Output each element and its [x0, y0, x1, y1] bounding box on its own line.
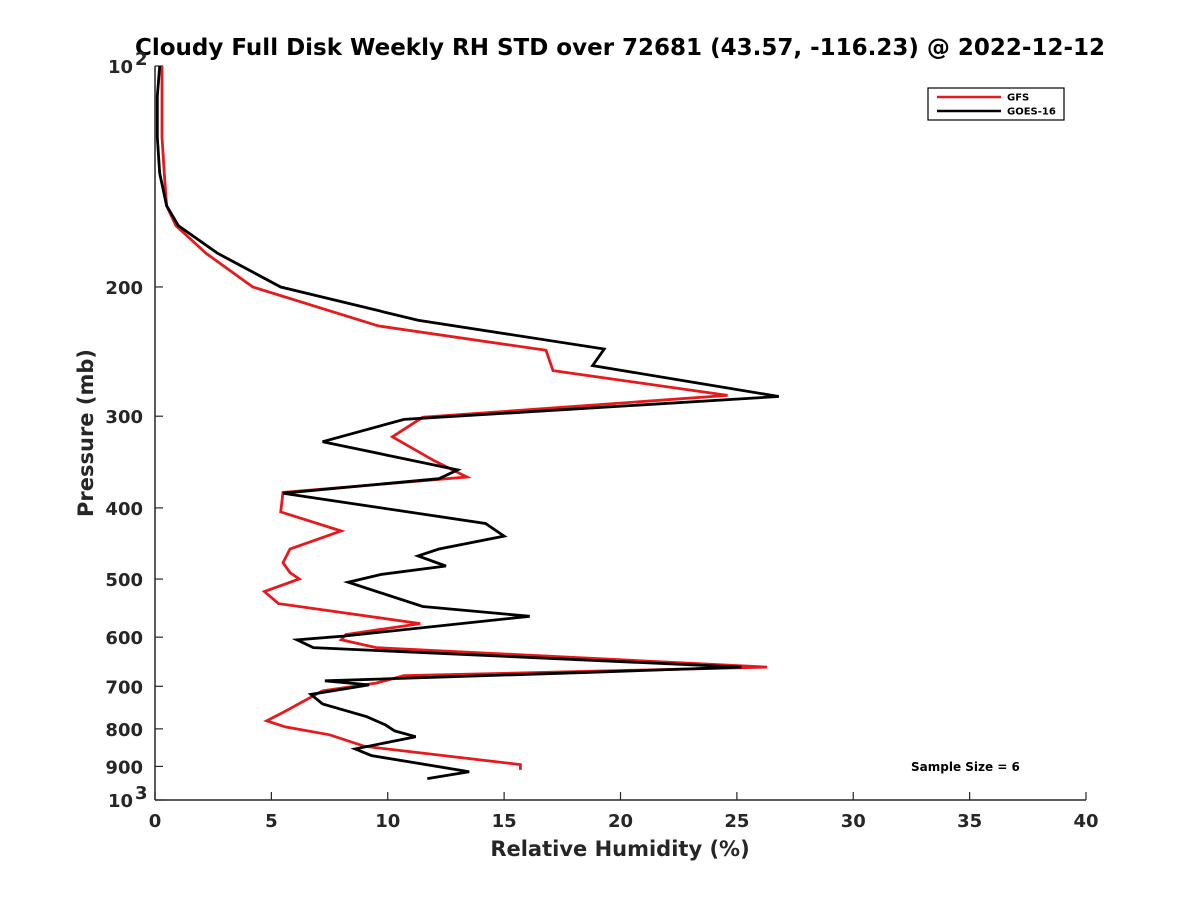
- y-tick-label: 10: [108, 57, 133, 78]
- x-tick-label: 30: [841, 811, 866, 832]
- x-axis: 0 5 10 15 20 25 30 35 40: [149, 792, 1099, 832]
- y-tick-label: 900: [105, 757, 143, 778]
- x-tick-label: 20: [608, 811, 633, 832]
- sample-size-annotation: Sample Size = 6: [911, 760, 1020, 774]
- chart-title: Cloudy Full Disk Weekly RH STD over 7268…: [135, 35, 1105, 61]
- legend-label-gfs: GFS: [1007, 93, 1029, 104]
- series-line-gfs: [160, 66, 768, 770]
- y-tick-label: 300: [105, 407, 143, 428]
- x-tick-label: 25: [724, 811, 749, 832]
- x-tick-label: 10: [375, 811, 400, 832]
- y-tick-label: 500: [105, 570, 143, 591]
- y-tick-label: 400: [105, 499, 143, 520]
- x-tick-label: 0: [149, 811, 162, 832]
- y-tick-exponent: 3: [135, 783, 148, 804]
- legend-box: [927, 87, 1065, 121]
- legend-label-goes-16: GOES-16: [1007, 107, 1056, 118]
- series-lines: [155, 65, 780, 780]
- legend: GFS GOES-16: [927, 87, 1065, 121]
- x-tick-label: 40: [1073, 811, 1098, 832]
- x-tick-label: 35: [957, 811, 982, 832]
- x-tick-label: 5: [265, 811, 278, 832]
- y-axis-label: Pressure (mb): [74, 349, 98, 517]
- x-axis-label: Relative Humidity (%): [490, 837, 749, 861]
- y-tick-label: 200: [105, 278, 143, 299]
- x-tick-label: 15: [492, 811, 517, 832]
- y-tick-label: 600: [105, 628, 143, 649]
- y-tick-exponent: 2: [135, 49, 148, 70]
- y-tick-label: 10: [108, 791, 133, 812]
- series-line-goes-16: [155, 65, 780, 780]
- y-tick-label: 800: [105, 720, 143, 741]
- y-tick-label: 700: [105, 677, 143, 698]
